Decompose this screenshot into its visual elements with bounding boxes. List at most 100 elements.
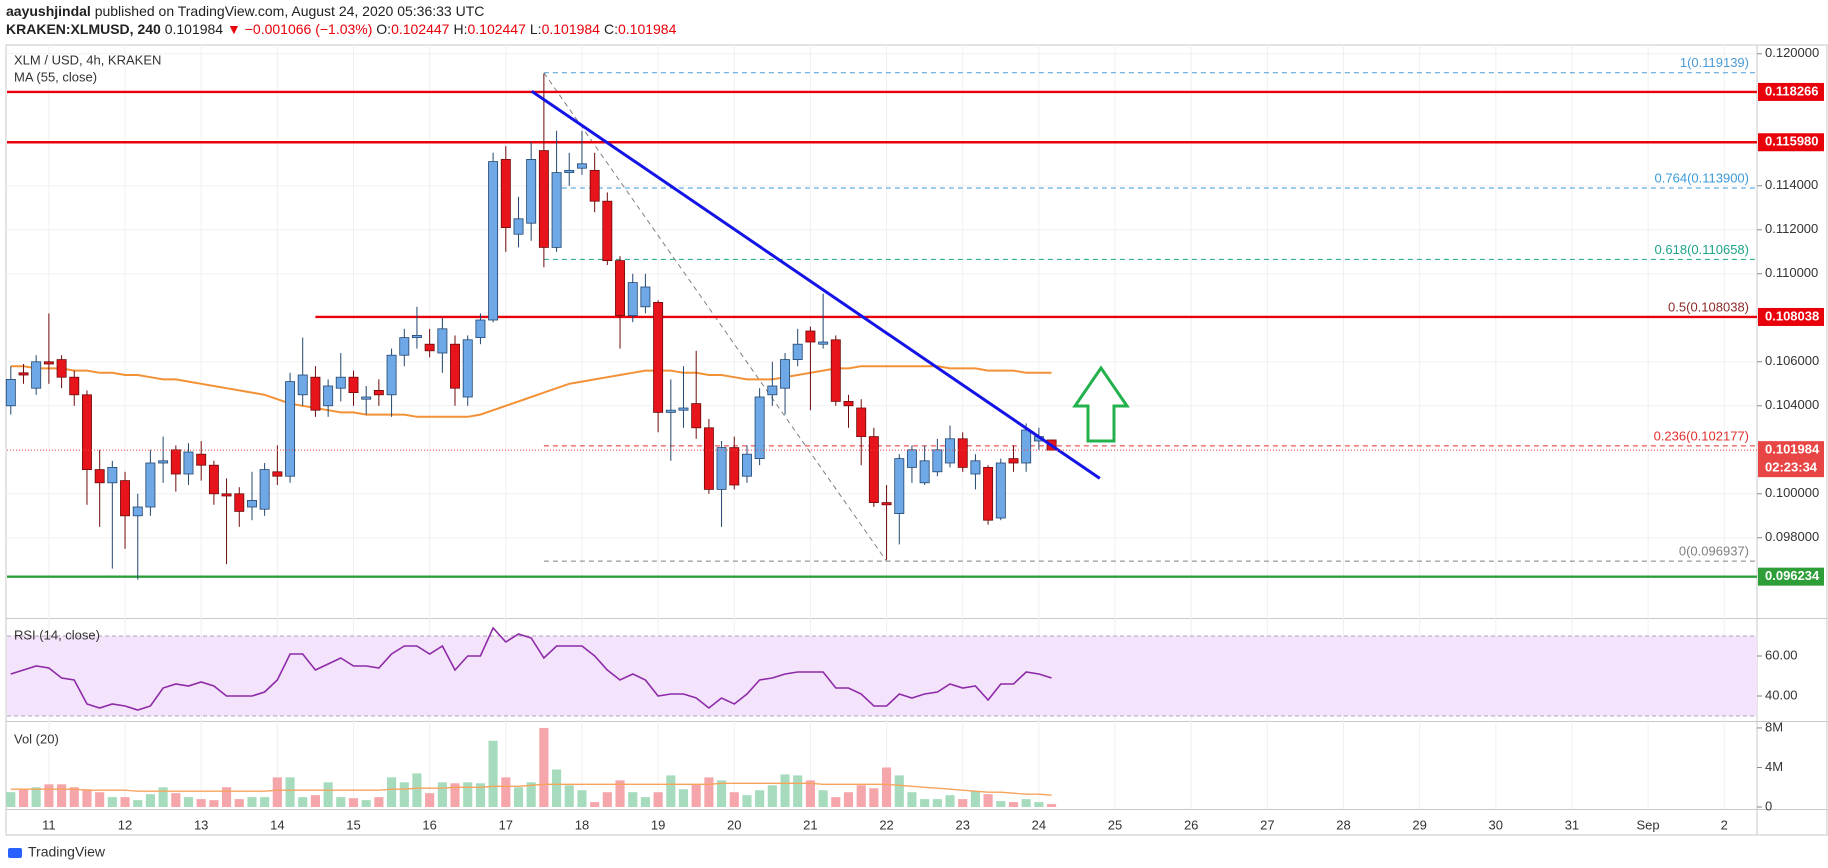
published: published on TradingView.com, August 24,… bbox=[94, 3, 485, 19]
x-tick-label: 16 bbox=[422, 817, 436, 832]
volume-bar bbox=[958, 799, 968, 808]
ohlc-value: 0.102447 bbox=[467, 21, 526, 37]
volume-bar bbox=[196, 799, 206, 808]
candle-body bbox=[970, 460, 981, 475]
x-tick-label: 2 bbox=[1721, 817, 1728, 832]
level-label: 0.108038 bbox=[1765, 308, 1819, 323]
volume-bar bbox=[970, 791, 981, 808]
candle-body bbox=[221, 493, 232, 497]
x-tick-label: 14 bbox=[270, 817, 284, 832]
candle-body bbox=[132, 506, 143, 517]
candle-body bbox=[526, 158, 537, 224]
symbol: KRAKEN:XLMUSD, 240 bbox=[6, 21, 161, 37]
y-tick-label: 8M bbox=[1765, 719, 1783, 734]
publish-line: aayushjindal published on TradingView.co… bbox=[6, 2, 680, 20]
candle-body bbox=[158, 460, 169, 464]
candle-body bbox=[627, 282, 638, 317]
y-tick-label: 60.00 bbox=[1765, 647, 1798, 662]
x-tick-label: 26 bbox=[1184, 817, 1198, 832]
volume-bar bbox=[691, 784, 701, 808]
volume-bar bbox=[945, 795, 955, 808]
volume-bar bbox=[640, 797, 650, 808]
candle-body bbox=[894, 458, 905, 515]
candle-body bbox=[94, 469, 105, 484]
y-tick-label: 4M bbox=[1765, 759, 1783, 774]
candle-body bbox=[767, 385, 778, 396]
volume-bar bbox=[501, 777, 511, 808]
ohlc-label: H: bbox=[453, 21, 468, 37]
x-tick-label: 17 bbox=[499, 817, 513, 832]
volume-bar bbox=[488, 740, 498, 808]
volume-bar bbox=[780, 774, 790, 808]
ohlc-value: 0.102447 bbox=[391, 21, 450, 37]
volume-bar bbox=[18, 789, 29, 808]
fib-label: 0.618(0.110658) bbox=[1655, 242, 1749, 257]
rsi-line bbox=[10, 626, 1052, 711]
brand: TradingView bbox=[8, 844, 106, 860]
x-tick-label: 18 bbox=[575, 817, 589, 832]
volume-bar bbox=[348, 798, 359, 808]
panel-title: Vol (20) bbox=[14, 731, 59, 746]
volume-bar bbox=[539, 727, 549, 808]
volume-bar bbox=[805, 780, 815, 808]
candle-body bbox=[665, 409, 676, 413]
candle-body bbox=[589, 169, 600, 202]
candle-body bbox=[932, 449, 943, 473]
x-tick-label: 29 bbox=[1412, 817, 1426, 832]
volume-bar bbox=[526, 782, 536, 808]
candle-body bbox=[983, 466, 994, 521]
x-tick-label: 27 bbox=[1260, 817, 1274, 832]
volume-ma-line bbox=[10, 782, 1052, 796]
volume-bar bbox=[907, 792, 917, 808]
chart-title: XLM / USD, 4h, KRAKEN bbox=[14, 52, 161, 67]
candle-body bbox=[335, 376, 346, 389]
candle-body bbox=[411, 334, 422, 338]
x-tick-label: Sep bbox=[1637, 817, 1660, 832]
volume-bar bbox=[158, 787, 168, 808]
volume-bar bbox=[869, 788, 879, 808]
volume-bar bbox=[1021, 799, 1031, 808]
volume-bar bbox=[209, 800, 219, 808]
volume-bar bbox=[564, 785, 574, 808]
volume-bar bbox=[399, 782, 409, 808]
volume-bar bbox=[247, 797, 257, 808]
volume-bar bbox=[666, 775, 676, 808]
x-tick-label: 24 bbox=[1032, 817, 1046, 832]
candle-body bbox=[424, 343, 435, 352]
volume-bar bbox=[298, 797, 308, 808]
volume-bar bbox=[412, 773, 422, 808]
volume-bar bbox=[145, 794, 155, 808]
candle-body bbox=[957, 438, 968, 468]
candle-body bbox=[107, 466, 118, 484]
volume-bar bbox=[221, 787, 232, 808]
y-tick-label: 0.104000 bbox=[1765, 397, 1819, 412]
level-label: 0.096234 bbox=[1765, 568, 1820, 583]
fib-label: 0.236(0.102177) bbox=[1654, 428, 1749, 443]
candle-body bbox=[729, 447, 740, 486]
level-tag bbox=[1758, 82, 1824, 101]
ohlc-value: 0.101984 bbox=[541, 21, 600, 37]
candle-body bbox=[868, 436, 879, 504]
x-tick-label: 22 bbox=[879, 817, 893, 832]
volume-bar bbox=[1034, 802, 1044, 808]
volume-bar bbox=[475, 783, 486, 808]
candle-body bbox=[818, 341, 829, 345]
x-tick-label: 30 bbox=[1489, 817, 1503, 832]
candle-body bbox=[856, 407, 867, 438]
ma-line bbox=[10, 365, 1052, 418]
candle-body bbox=[703, 427, 714, 490]
candle-body bbox=[615, 260, 626, 317]
brand-icon bbox=[8, 848, 22, 858]
candle-body bbox=[18, 372, 29, 376]
y-tick-label: 0.110000 bbox=[1765, 265, 1818, 280]
level-tag bbox=[1758, 133, 1824, 152]
level-tag bbox=[1758, 307, 1824, 326]
candle-body bbox=[551, 172, 562, 248]
panel-title: RSI (14, close) bbox=[14, 627, 100, 642]
volume-bar bbox=[729, 792, 739, 808]
volume-bar bbox=[44, 784, 54, 808]
candle-body bbox=[576, 163, 587, 169]
volume-bar bbox=[57, 784, 67, 808]
